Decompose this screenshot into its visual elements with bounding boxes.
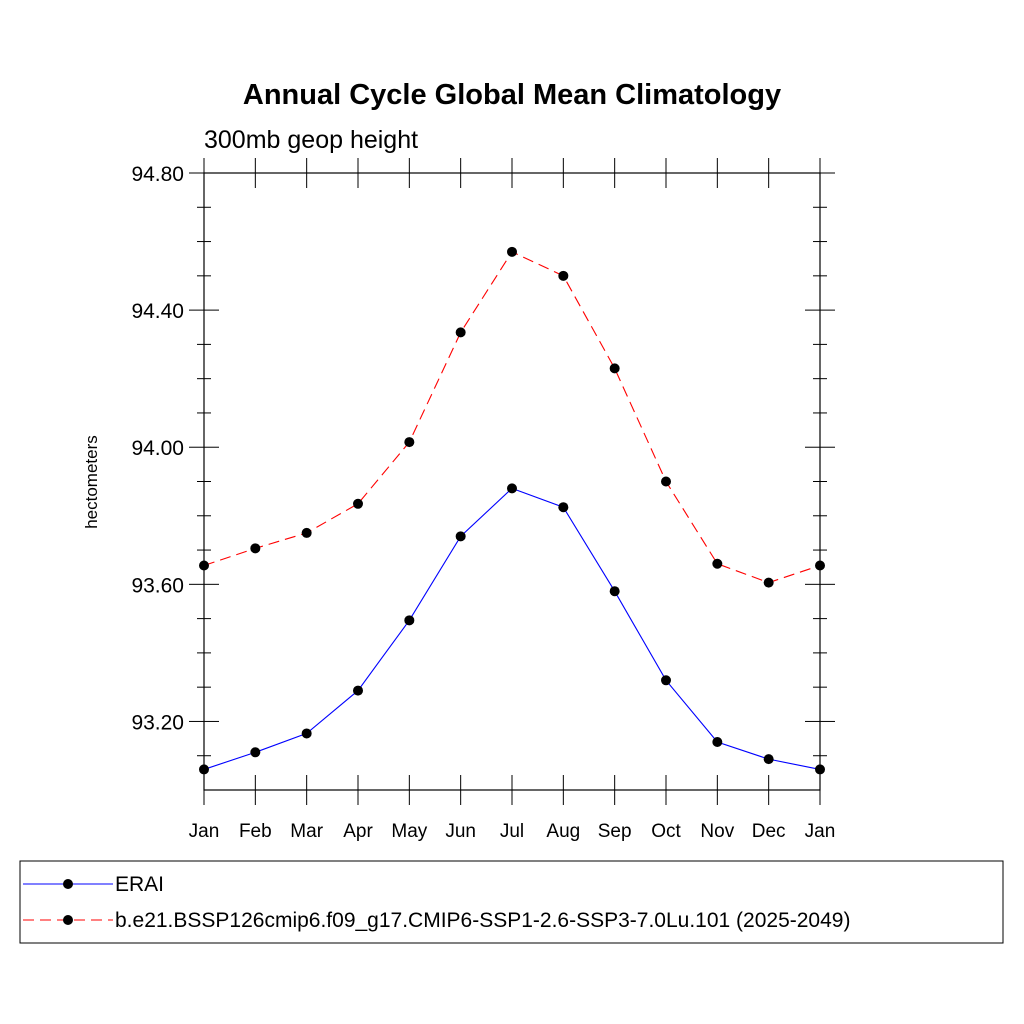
data-point-0-6 <box>507 483 517 494</box>
data-point-1-2 <box>301 527 312 538</box>
data-point-1-11 <box>763 577 774 588</box>
data-point-0-2 <box>301 728 312 739</box>
x-tick-label: Oct <box>651 821 681 842</box>
data-point-1-8 <box>609 363 620 374</box>
legend-marker-0 <box>63 879 73 889</box>
x-tick-label: Mar <box>290 821 323 842</box>
legend-box <box>19 860 1004 944</box>
legend-marker-1 <box>63 915 73 925</box>
x-tick-label: Jan <box>189 821 220 842</box>
data-point-0-12 <box>815 764 825 775</box>
chart-title: Annual Cycle Global Mean Climatology <box>243 79 781 111</box>
data-point-1-9 <box>661 476 671 487</box>
data-point-1-12 <box>815 560 825 571</box>
axis-ticks: 93.20 93.60 94.00 94.40 94.80 Jan Feb Mar Apr May… <box>131 158 835 842</box>
data-point-0-4 <box>404 615 415 626</box>
data-point-0-10 <box>712 737 723 748</box>
y-axis-label: hectometers <box>82 435 101 529</box>
data-point-1-10 <box>712 558 723 569</box>
plot-frame <box>203 172 821 791</box>
legend: ERAI b.e21.BSSP126cmip6.f09_g17.CMIP6-SSP… <box>23 873 850 932</box>
x-tick-label: Jan <box>805 821 836 842</box>
data-point-0-5 <box>455 531 466 542</box>
y-tick-label: 94.40 <box>131 300 184 323</box>
data-point-1-6 <box>507 246 517 257</box>
data-point-0-0 <box>199 764 209 775</box>
series-layer <box>199 246 825 775</box>
data-point-1-5 <box>455 327 466 338</box>
data-point-1-3 <box>353 498 363 509</box>
data-point-0-7 <box>558 502 569 513</box>
series-line-1 <box>203 251 821 584</box>
data-point-1-1 <box>250 543 261 554</box>
legend-label-1: b.e21.BSSP126cmip6.f09_g17.CMIP6-SSP1-2.… <box>115 909 850 932</box>
series-line-0 <box>203 487 821 770</box>
data-point-0-8 <box>609 586 620 597</box>
y-tick-label: 94.00 <box>131 437 184 460</box>
y-tick-label: 93.60 <box>131 574 184 597</box>
x-tick-label: Apr <box>343 821 373 842</box>
y-tick-label: 94.80 <box>131 163 184 186</box>
data-point-0-9 <box>661 675 671 686</box>
x-tick-label: Aug <box>546 821 580 842</box>
data-point-1-0 <box>199 560 209 571</box>
x-tick-label: May <box>391 821 427 842</box>
x-tick-label: Dec <box>752 821 786 842</box>
x-tick-label: Jul <box>500 821 524 842</box>
data-point-1-4 <box>404 437 415 448</box>
y-tick-label: 93.20 <box>131 711 184 734</box>
x-tick-label: Jun <box>445 821 476 842</box>
data-point-0-11 <box>763 754 774 765</box>
x-tick-label: Sep <box>598 821 632 842</box>
data-point-1-7 <box>558 270 569 281</box>
chart-subtitle: 300mb geop height <box>204 126 418 154</box>
x-tick-label: Feb <box>239 821 272 842</box>
data-point-0-1 <box>250 747 261 758</box>
data-point-0-3 <box>353 685 363 696</box>
x-tick-label: Nov <box>700 821 734 842</box>
legend-label-0: ERAI <box>115 873 164 896</box>
